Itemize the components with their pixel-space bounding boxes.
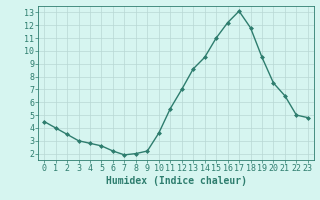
- X-axis label: Humidex (Indice chaleur): Humidex (Indice chaleur): [106, 176, 246, 186]
